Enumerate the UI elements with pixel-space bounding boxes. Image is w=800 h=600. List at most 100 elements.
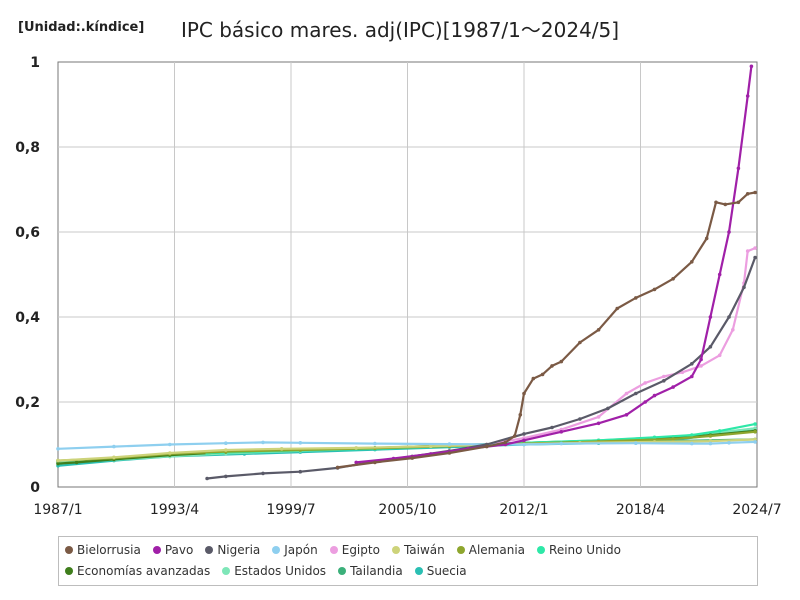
data-point-pavo [652,393,657,398]
data-point-pavo [699,357,703,362]
legend-label: Estados Unidos [234,564,327,578]
data-point-pavo [708,315,713,319]
x-tick-label: 2012/1 [499,502,548,518]
data-point-bielorrusia [518,413,523,417]
data-point-japon [298,441,303,445]
data-point-taiwan [429,444,433,449]
data-point-nigeria [578,417,582,421]
legend-marker-icon [65,546,73,554]
data-point-nigeria [205,476,209,481]
data-point-bielorrusia [550,364,554,368]
data-point-nigeria [662,379,666,383]
data-point-japon [522,442,526,447]
x-tick-label: 1999/7 [266,502,315,518]
legend-marker-icon [414,567,423,575]
x-tick-label: 2024/7 [732,502,781,518]
legend-marker-icon [222,567,231,575]
data-point-japon [447,442,452,446]
data-point-bielorrusia [512,434,517,438]
line-chart: 0 0,2 0,4 0,6 0,8 1 1987/1 1993/4 1999/7 2005/10 2… [15,55,781,518]
x-tick-label: 1993/4 [150,502,199,518]
data-point-nigeria [690,362,694,366]
data-point-bielorrusia [723,202,728,207]
data-point-taiwan [112,455,116,460]
legend-item: Egipto [329,541,380,559]
data-point-alemania [671,437,675,441]
data-point-nigeria [708,345,713,349]
data-point-nigeria [550,425,554,430]
y-tick-label: 0,6 [15,225,40,241]
data-point-nigeria [727,315,731,319]
data-point-taiwan [708,439,713,443]
data-point-nigeria [742,285,746,290]
data-point-bielorrusia [335,465,340,470]
data-point-pavo [671,385,675,389]
legend-item: Taiwán [391,541,445,559]
legend-label: Egipto [341,543,380,557]
legend-item: Tailandia [338,562,403,580]
data-point-japon [708,441,713,446]
data-point-japon [224,441,228,446]
data-point-taiwan [279,447,284,451]
data-point-bielorrusia [540,372,545,377]
data-point-reino-unido [753,422,757,426]
legend-label: Reino Unido [549,543,621,557]
chart-title: IPC básico mares. adj(IPC)[1987/1～2024/5… [180,18,620,42]
data-point-pavo [749,64,754,69]
data-point-pavo [559,430,564,434]
data-point-bielorrusia [373,460,377,465]
data-point-japon [261,440,265,445]
data-point-egipto [596,415,601,419]
legend-marker-icon [456,546,465,554]
data-point-japon [753,440,757,444]
data-point-bielorrusia [522,391,526,396]
unit-label: [Unidad:.kíndice] [18,20,145,35]
series-line-nigeria [206,257,757,480]
data-point-japon [727,441,731,445]
data-point-japon [373,441,377,446]
y-tick-label: 0 [30,480,40,496]
data-point-pavo [727,230,731,234]
legend-label: Economías avanzadas [77,564,211,578]
data-point-egipto [753,246,757,250]
data-point-bielorrusia [634,296,638,300]
legend-marker-icon [152,546,161,554]
data-point-nigeria [522,432,526,436]
data-point-egipto [662,374,666,379]
data-point-nigeria [606,406,610,411]
data-point-bielorrusia [578,340,582,345]
y-tick-label: 1 [30,55,40,71]
data-point-pavo [624,413,629,417]
data-point-taiwan [224,448,228,452]
data-point-japon [634,441,638,446]
data-point-japon [56,447,60,451]
data-point-pavo [596,421,601,426]
data-point-taiwan [354,446,359,450]
data-point-egipto [680,370,685,375]
data-point-pavo [690,374,694,379]
data-point-egipto [624,391,629,396]
data-point-egipto [699,364,703,368]
y-tick-label: 0,8 [15,140,40,156]
data-point-nigeria [753,255,757,260]
y-tick-label: 0,4 [15,310,40,326]
legend-marker-icon [338,567,347,575]
legend-item: Suecia [414,562,467,580]
legend-item: Japón [272,541,318,559]
legend-label: Alemania [468,543,526,557]
data-point-egipto [745,249,750,253]
data-point-bielorrusia [745,192,750,196]
legend-item: Nigeria [205,541,260,559]
data-point-bielorrusia [531,376,536,381]
legend-marker-icon [329,546,338,554]
data-point-taiwan [56,458,60,463]
data-point-reino-unido [690,433,694,437]
data-point-egipto [643,381,647,385]
legend-label: Tailandia [350,564,403,578]
data-point-reino-unido [717,429,722,433]
legend-label: Pavo [164,543,194,557]
data-point-bielorrusia [484,444,489,449]
data-point-egipto [731,328,735,332]
data-point-pavo [736,166,741,171]
data-point-japon [559,441,564,446]
